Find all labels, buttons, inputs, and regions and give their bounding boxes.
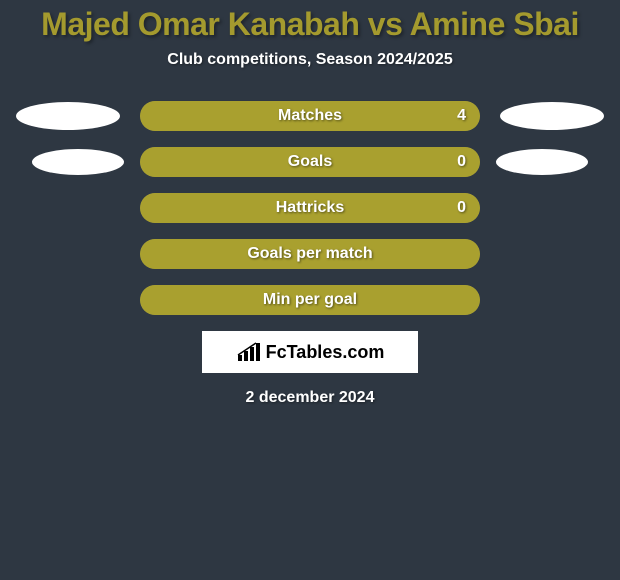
right-player-marker xyxy=(500,102,604,130)
stat-bar: Goals 0 xyxy=(140,147,480,177)
stat-bar: Goals per match xyxy=(140,239,480,269)
stat-label: Hattricks xyxy=(276,199,344,217)
right-player-marker xyxy=(496,149,588,175)
stat-row: Goals 0 xyxy=(8,147,612,177)
left-player-marker xyxy=(16,102,120,130)
stats-comparison-card: Majed Omar Kanabah vs Amine Sbai Club co… xyxy=(0,0,620,580)
stat-label: Goals per match xyxy=(247,245,372,263)
stat-value: 4 xyxy=(457,107,466,125)
stat-bar: Hattricks 0 xyxy=(140,193,480,223)
bar-chart-icon xyxy=(236,341,262,363)
stat-row: Min per goal xyxy=(8,285,612,315)
stat-bar: Min per goal xyxy=(140,285,480,315)
stat-value: 0 xyxy=(457,199,466,217)
stat-label: Goals xyxy=(288,153,332,171)
stat-row: Matches 4 xyxy=(8,101,612,131)
left-player-marker xyxy=(32,149,124,175)
stat-bar: Matches 4 xyxy=(140,101,480,131)
stat-row: Hattricks 0 xyxy=(8,193,612,223)
stat-label: Min per goal xyxy=(263,291,357,309)
stat-rows: Matches 4 Goals 0 Hattricks 0 Goals per match M… xyxy=(0,101,620,315)
stat-label: Matches xyxy=(278,107,342,125)
logo-text: FcTables.com xyxy=(266,342,385,363)
page-title: Majed Omar Kanabah vs Amine Sbai xyxy=(0,0,620,51)
stat-row: Goals per match xyxy=(8,239,612,269)
stat-value: 0 xyxy=(457,153,466,171)
logo-box[interactable]: FcTables.com xyxy=(202,331,418,373)
subtitle: Club competitions, Season 2024/2025 xyxy=(0,51,620,101)
date-text: 2 december 2024 xyxy=(0,389,620,407)
